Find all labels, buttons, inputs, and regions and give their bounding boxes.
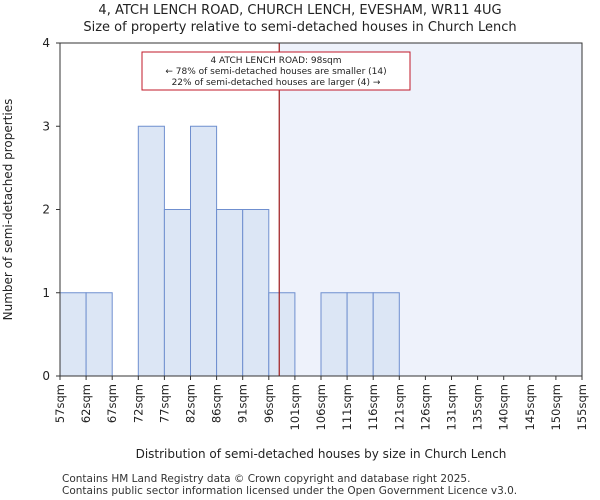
annotation-line-1: 4 ATCH LENCH ROAD: 98sqm — [210, 56, 341, 66]
page-title: 4, ATCH LENCH ROAD, CHURCH LENCH, EVESHA… — [98, 3, 502, 18]
bar-62sqm — [85, 292, 113, 377]
x-tick-label: 77sqm — [157, 384, 171, 423]
x-tick-label: 131sqm — [445, 384, 459, 430]
y-tick-label: 0 — [42, 369, 50, 383]
x-tick-label: 57sqm — [53, 384, 67, 423]
bars-group — [59, 125, 400, 377]
bar-86sqm — [216, 209, 244, 377]
x-tick-labels: 57sqm 62sqm 67sqm 72sqm 77sqm 82sqm 86sqm 91sqm… — [53, 376, 589, 430]
bar-106sqm — [320, 292, 348, 377]
bar-72sqm — [137, 125, 165, 377]
annotation-line-2: ← 78% of semi-detached houses are smalle… — [165, 67, 386, 77]
x-tick-label: 126sqm — [418, 384, 432, 430]
chart-subtitle: Size of property relative to semi-detach… — [83, 20, 517, 35]
x-tick-label: 72sqm — [131, 384, 145, 423]
bar-77sqm — [163, 209, 191, 377]
x-tick-label: 145sqm — [523, 384, 537, 430]
x-tick-label: 155sqm — [575, 384, 589, 430]
x-tick-label: 86sqm — [210, 384, 224, 423]
bar-82sqm — [190, 125, 218, 377]
x-tick-label: 150sqm — [549, 384, 563, 430]
bar-111sqm — [346, 292, 374, 377]
x-tick-label: 106sqm — [314, 384, 328, 430]
footer-licence: Contains public sector information licen… — [62, 485, 518, 497]
x-tick-label: 62sqm — [79, 384, 93, 423]
histogram-chart: 57sqm 62sqm 67sqm 72sqm 77sqm 82sqm 86sqm 91sqm… — [1, 36, 589, 461]
bar-91sqm — [242, 209, 270, 377]
x-tick-label: 82sqm — [184, 384, 198, 423]
x-tick-label: 121sqm — [392, 384, 406, 430]
y-tick-label: 3 — [42, 119, 50, 133]
y-axis-label: Number of semi-detached properties — [1, 99, 15, 321]
bar-116sqm — [372, 292, 400, 377]
property-annotation: 4 ATCH LENCH ROAD: 98sqm ← 78% of semi-d… — [141, 51, 411, 91]
x-tick-label: 116sqm — [366, 384, 380, 430]
x-tick-label: 91sqm — [236, 384, 250, 423]
x-tick-label: 96sqm — [262, 384, 276, 423]
x-tick-label: 140sqm — [497, 384, 511, 430]
footer-copyright: Contains HM Land Registry data © Crown c… — [62, 473, 471, 485]
bar-96sqm — [268, 292, 296, 377]
y-tick-label: 4 — [42, 36, 50, 50]
annotation-line-3: 22% of semi-detached houses are larger (… — [172, 78, 381, 88]
x-tick-label: 111sqm — [340, 384, 354, 430]
plot-frame — [59, 42, 583, 377]
x-tick-label: 67sqm — [105, 384, 119, 423]
x-tick-label: 135sqm — [471, 384, 485, 430]
annotation-box — [141, 51, 411, 91]
y-tick-labels: 0 1 2 3 4 — [42, 36, 60, 383]
y-tick-label: 1 — [42, 286, 50, 300]
x-axis-label: Distribution of semi-detached houses by … — [136, 447, 507, 461]
x-tick-label: 101sqm — [288, 384, 302, 430]
bar-57sqm — [59, 292, 87, 377]
y-tick-label: 2 — [42, 203, 50, 217]
